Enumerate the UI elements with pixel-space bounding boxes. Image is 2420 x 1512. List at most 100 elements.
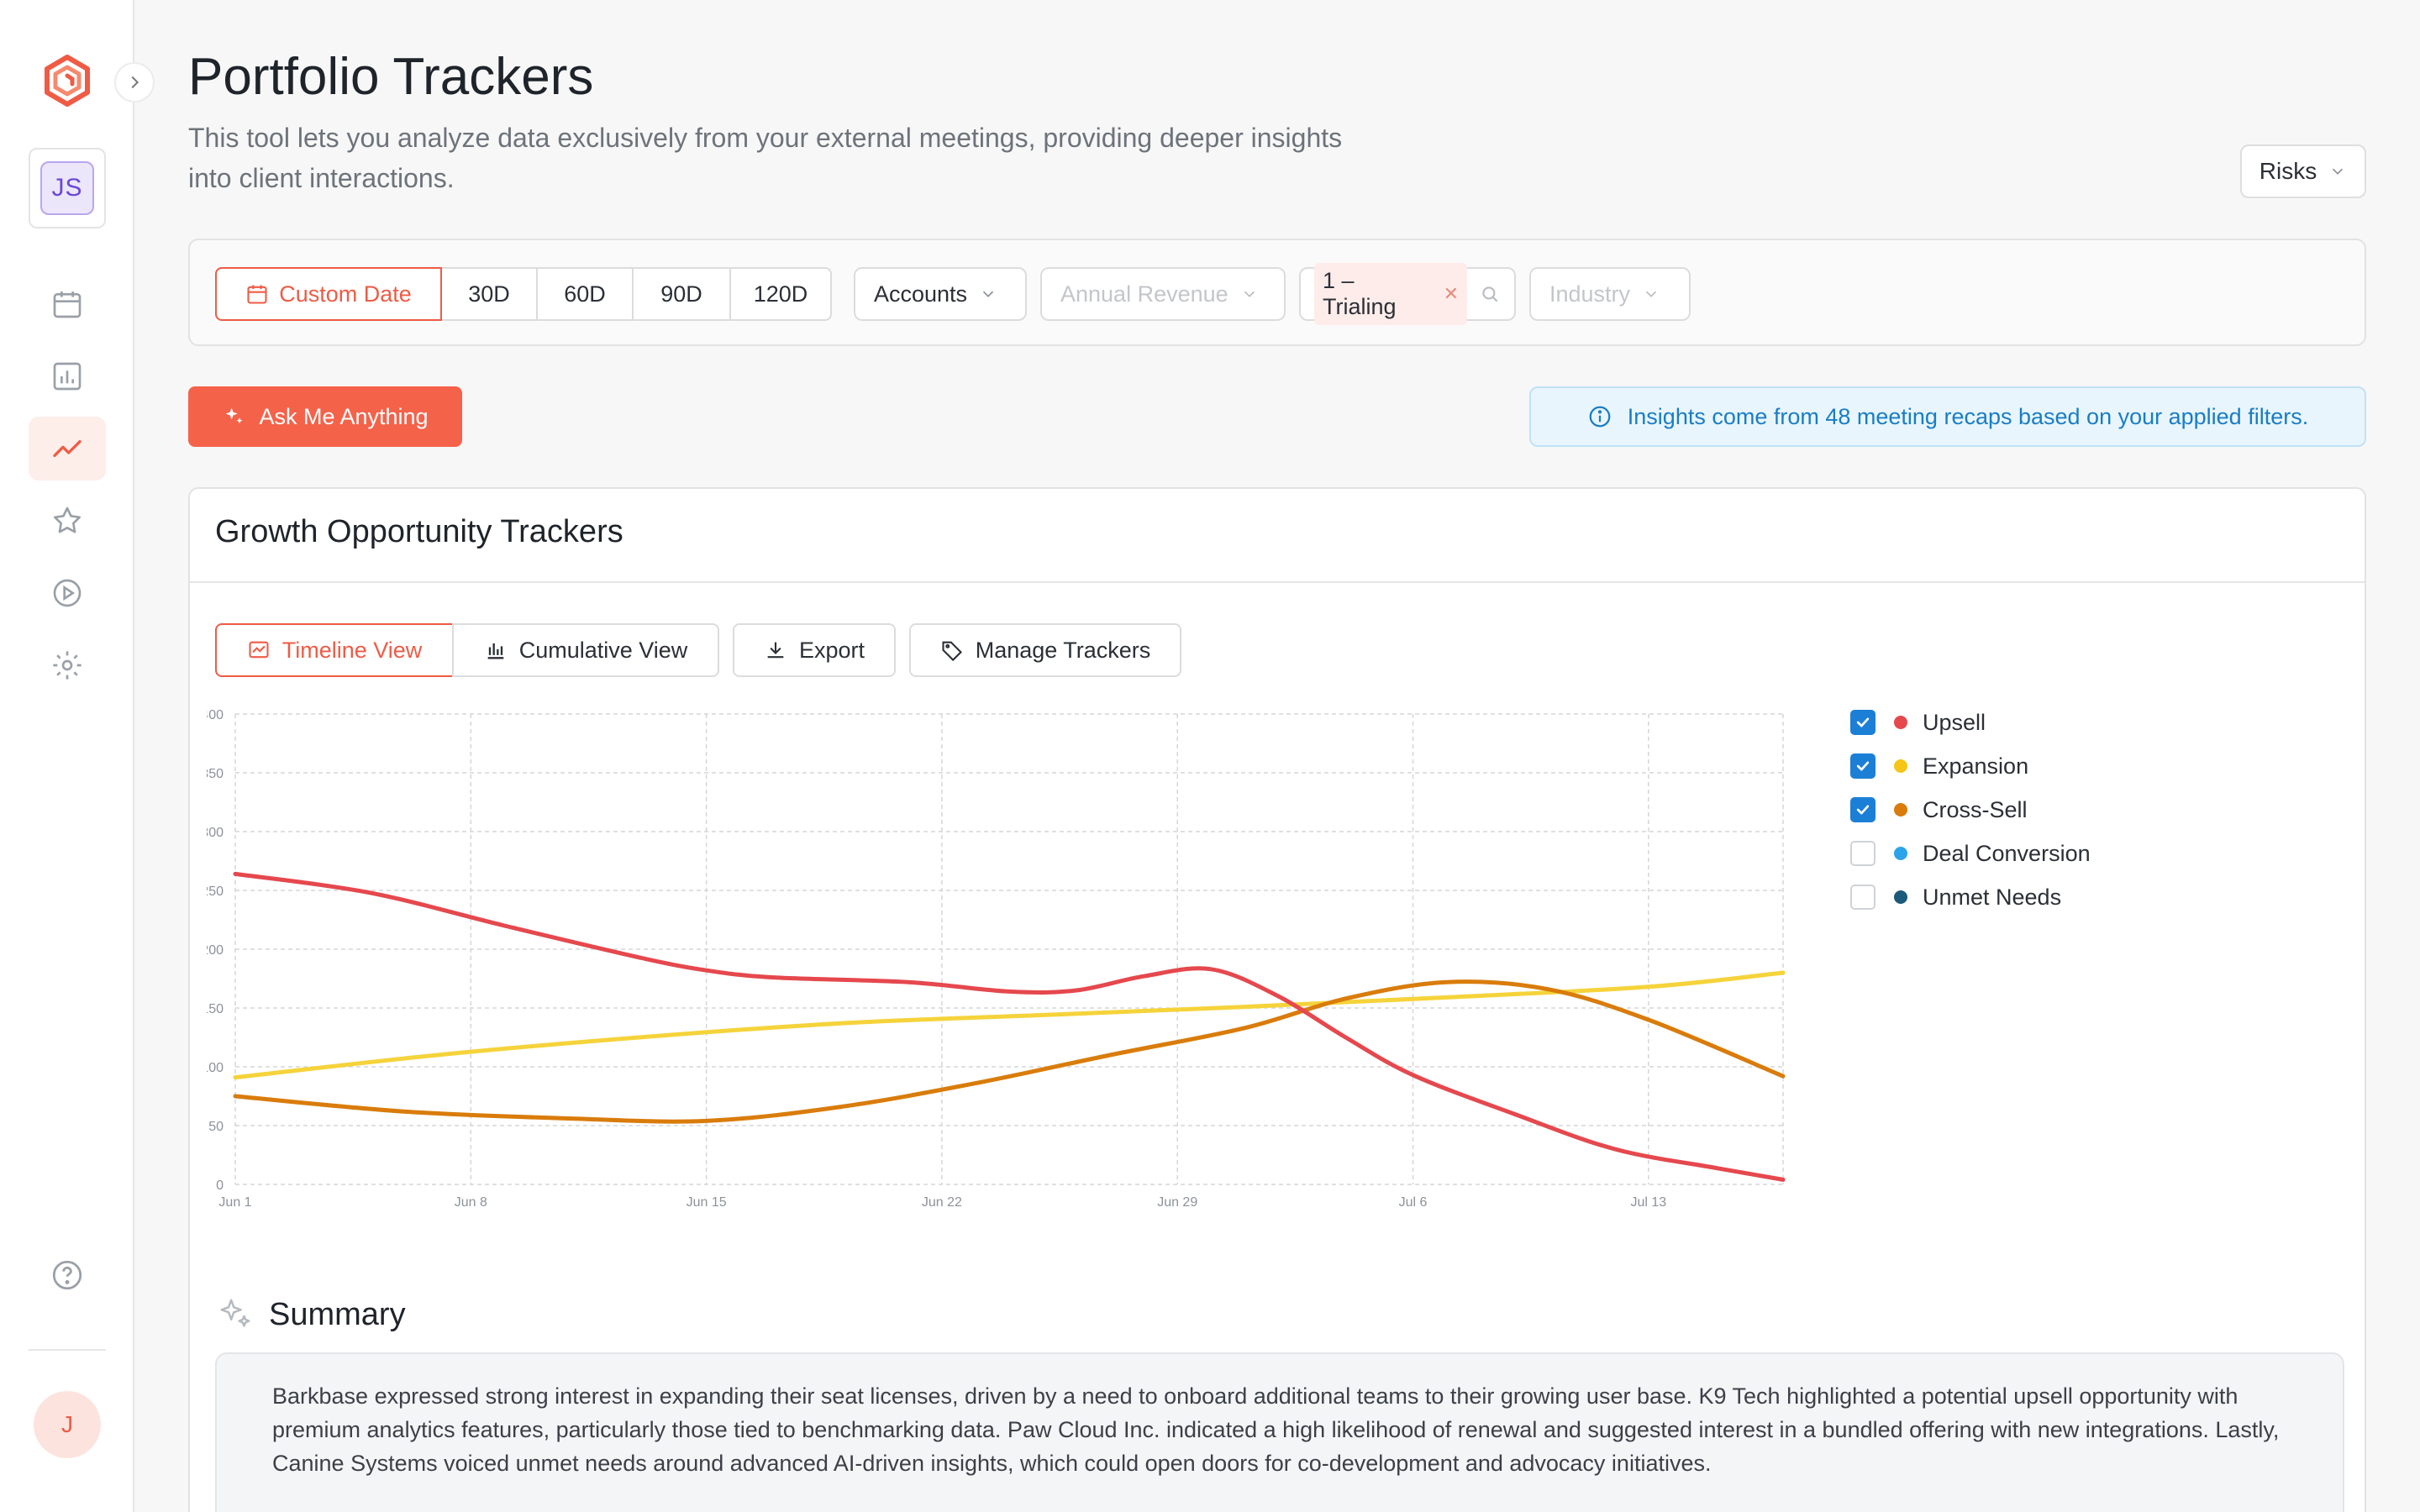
chevron-down-icon (2333, 168, 2344, 175)
legend-item-upsell[interactable]: Upsell (1850, 701, 2091, 744)
summary-box: Barkbase expressed strong interest in ex… (215, 1352, 2344, 1512)
search-icon (1482, 286, 1498, 302)
sidebar-collapse-button[interactable] (114, 62, 155, 102)
legend-item-deal-conversion[interactable]: Deal Conversion (1850, 832, 2091, 875)
legend-color-dot (1894, 759, 1907, 773)
chart-legend: Upsell Expansion Cross-Sell Deal Conversion… (1850, 701, 2091, 919)
accounts-dropdown[interactable]: Accounts (854, 267, 1027, 321)
accounts-label: Accounts (874, 281, 968, 307)
nav-help[interactable] (29, 1243, 106, 1307)
export-button[interactable]: Export (733, 623, 896, 677)
legend-checkbox[interactable] (1850, 797, 1876, 822)
nav-settings[interactable] (29, 633, 106, 697)
growth-trackers-card: Growth Opportunity Trackers Timeline Vie… (188, 487, 2366, 1512)
view-select-label: Risks (2259, 158, 2317, 184)
nav-reports[interactable] (29, 344, 106, 408)
stage-tag-label: 1 – Trialing (1323, 268, 1397, 319)
sidebar-divider (29, 1349, 106, 1351)
legend-item-cross-sell[interactable]: Cross-Sell (1850, 788, 2091, 832)
series-line-upsell (233, 871, 1786, 1182)
cumulative-view-button[interactable]: Cumulative View (452, 623, 719, 677)
workspace-switcher[interactable]: JS (29, 148, 106, 228)
series-line-cross-sell (233, 979, 1786, 1124)
range-120d-button[interactable]: 120D (729, 267, 832, 321)
user-avatar[interactable]: J (34, 1391, 101, 1458)
timeline-view-label: Timeline View (281, 637, 423, 663)
industry-dropdown[interactable]: Industry (1529, 267, 1691, 321)
ask-me-anything-label: Ask Me Anything (259, 403, 429, 429)
timeline-chart: 0 50 100 150 200 250 300 350 400 Jun 1 Jun 8 Jun 15… (207, 708, 1786, 1210)
legend-label: Cross-Sell (1923, 796, 2028, 822)
custom-date-label: Custom Date (279, 281, 412, 307)
view-select[interactable]: Risks (2240, 144, 2366, 198)
sparkle-icon (226, 407, 243, 424)
legend-label: Deal Conversion (1923, 840, 2091, 866)
insights-info-text: Insights come from 48 meeting recaps bas… (1627, 403, 2309, 429)
workspace-badge: JS (40, 161, 94, 215)
play-circle-icon (53, 579, 82, 607)
calendar-icon (247, 285, 267, 304)
date-range-group: Custom Date 30D 60D 90D 120D (215, 267, 832, 321)
timeline-icon (249, 641, 269, 659)
legend-label: Unmet Needs (1923, 884, 2062, 910)
page-description: This tool lets you analyze data exclusiv… (188, 123, 1343, 193)
chevron-down-icon (982, 291, 994, 297)
annual-revenue-dropdown[interactable]: Annual Revenue (1040, 267, 1286, 321)
sparkle-icon (220, 1299, 250, 1327)
filter-bar: Custom Date 30D 60D 90D 120D Accounts An… (188, 239, 2366, 346)
industry-label: Industry (1549, 281, 1631, 307)
legend-checkbox[interactable] (1850, 753, 1876, 779)
ask-me-anything-button[interactable]: Ask Me Anything (188, 386, 462, 447)
x-tick-label: Jul 13 (1630, 1195, 1666, 1210)
range-60d-button[interactable]: 60D (536, 267, 634, 321)
timeline-view-button[interactable]: Timeline View (215, 623, 454, 677)
legend-label: Expansion (1923, 753, 2029, 779)
legend-color-dot (1894, 847, 1907, 860)
y-tick-label: 100 (207, 1061, 224, 1075)
nav-trackers[interactable] (29, 417, 106, 480)
legend-color-dot (1894, 890, 1907, 904)
cumulative-view-label: Cumulative View (518, 637, 688, 663)
tag-icon (942, 641, 962, 662)
legend-color-dot (1894, 716, 1907, 729)
x-tick-label: Jun 1 (218, 1195, 251, 1210)
trend-line-icon (53, 440, 82, 457)
help-icon (52, 1260, 82, 1290)
stage-tag: 1 – Trialing ✕ (1314, 263, 1468, 325)
chevron-down-icon (1244, 291, 1255, 297)
export-label: Export (798, 637, 865, 663)
legend-checkbox[interactable] (1850, 841, 1876, 866)
logo-icon[interactable] (37, 50, 97, 111)
y-tick-label: 250 (207, 885, 224, 899)
y-tick-label: 50 (208, 1120, 224, 1134)
y-tick-label: 200 (207, 943, 224, 958)
info-icon (1589, 406, 1611, 428)
star-icon (53, 507, 81, 533)
legend-item-unmet-needs[interactable]: Unmet Needs (1850, 875, 2091, 919)
close-icon[interactable]: ✕ (1443, 283, 1460, 304)
nav-recordings[interactable] (29, 561, 106, 625)
sidebar: JS J (0, 0, 134, 1512)
legend-checkbox[interactable] (1850, 885, 1876, 910)
custom-date-button[interactable]: Custom Date (215, 267, 442, 321)
x-tick-label: Jun 22 (922, 1195, 962, 1210)
card-title: Growth Opportunity Trackers (215, 514, 623, 549)
legend-checkbox[interactable] (1850, 710, 1876, 735)
insights-info-banner: Insights come from 48 meeting recaps bas… (1529, 386, 2366, 447)
y-tick-label: 350 (207, 767, 224, 781)
bar-chart-icon (487, 643, 504, 659)
nav-calendar[interactable] (29, 272, 106, 336)
manage-trackers-button[interactable]: Manage Trackers (909, 623, 1181, 677)
summary-header: Summary (215, 1295, 406, 1334)
x-tick-label: Jun 8 (455, 1195, 487, 1210)
x-tick-label: Jul 6 (1399, 1195, 1428, 1210)
range-90d-button[interactable]: 90D (632, 267, 731, 321)
legend-color-dot (1894, 803, 1907, 816)
x-tick-label: Jun 15 (687, 1195, 727, 1210)
stage-filter[interactable]: 1 – Trialing ✕ (1299, 263, 1516, 325)
nav-favorites[interactable] (29, 489, 106, 553)
legend-item-expansion[interactable]: Expansion (1850, 744, 2091, 788)
manage-trackers-label: Manage Trackers (975, 637, 1151, 663)
y-tick-label: 300 (207, 826, 224, 840)
range-30d-button[interactable]: 30D (440, 267, 538, 321)
